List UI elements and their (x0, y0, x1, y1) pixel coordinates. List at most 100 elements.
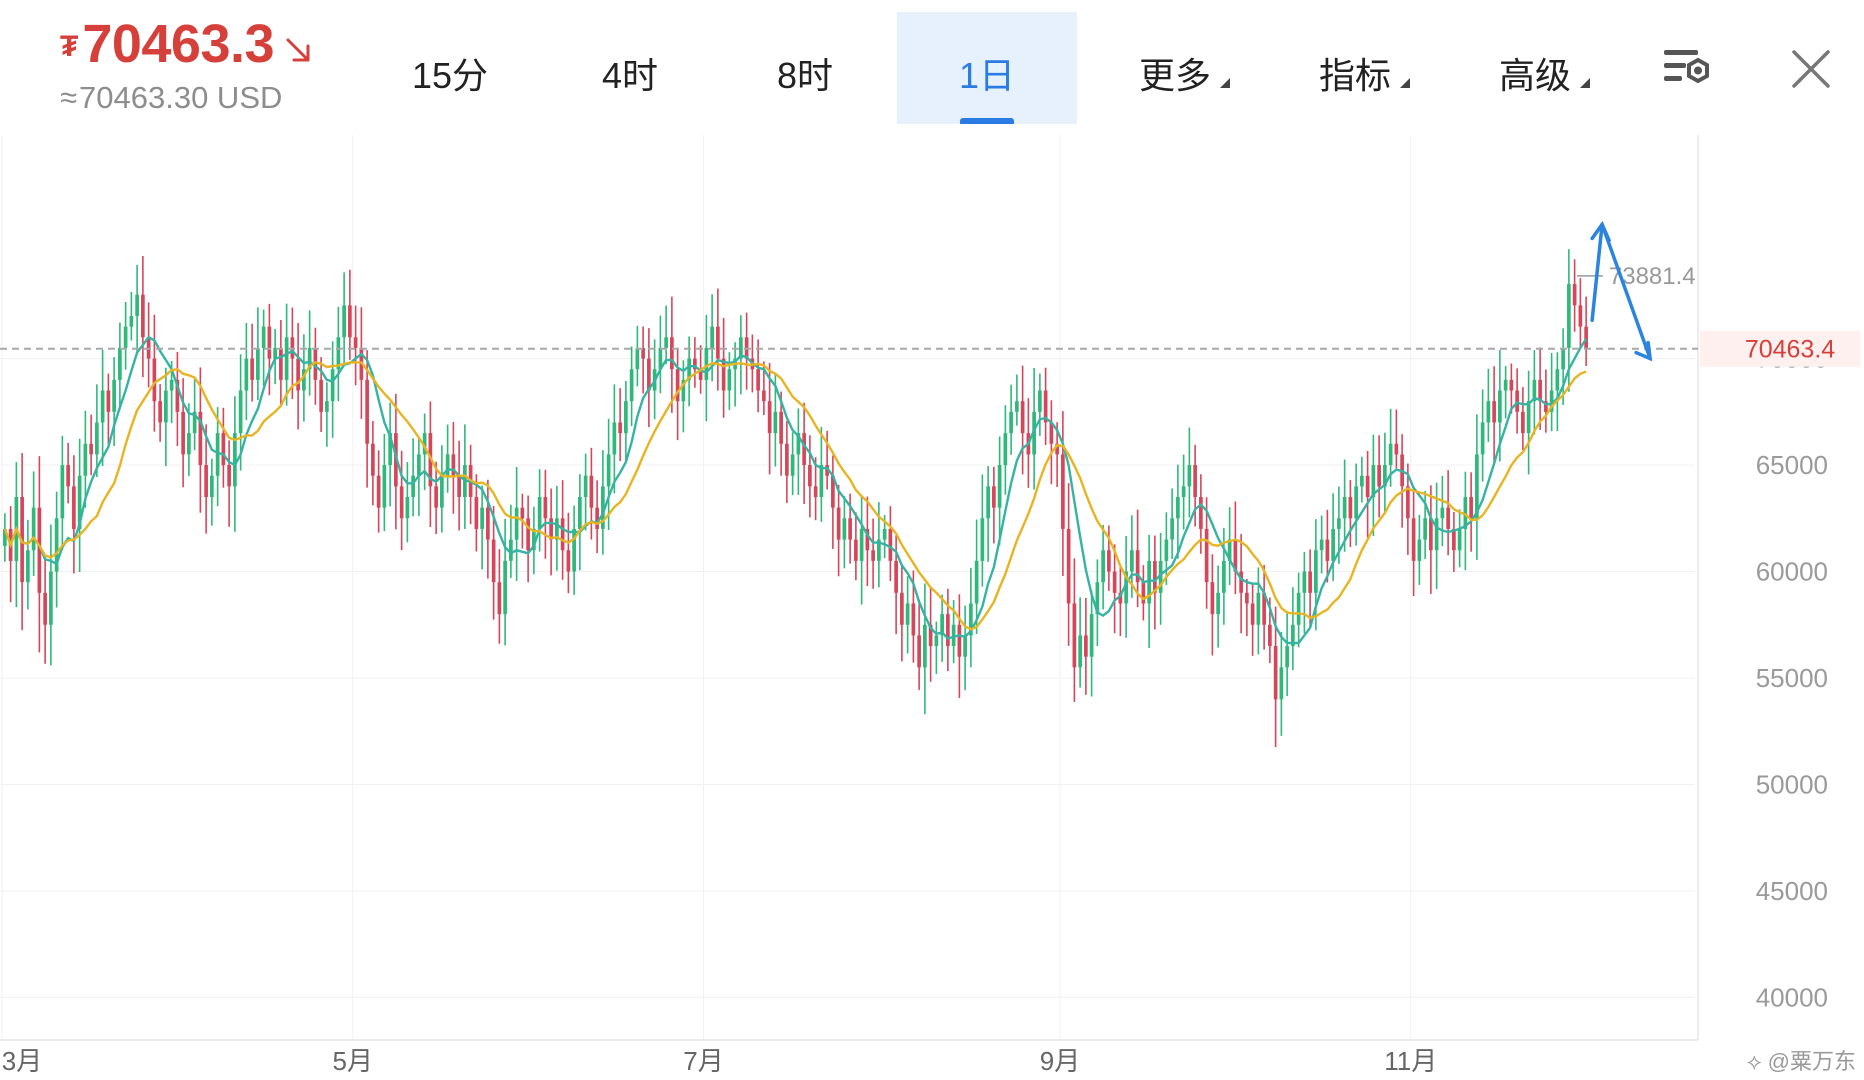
tab-indicators[interactable]: 指标 (1270, 12, 1440, 124)
candle-body (1273, 646, 1278, 700)
candle-body (865, 528, 870, 551)
candle-body (279, 347, 283, 380)
candle-body (1049, 422, 1054, 444)
candle-body (1515, 390, 1519, 412)
candle-body (434, 486, 438, 508)
candle-body (319, 379, 323, 412)
y-tick-label: 60000 (1756, 557, 1828, 587)
candle-body (727, 369, 732, 391)
candle-body (83, 443, 88, 476)
candle-body (1526, 401, 1531, 434)
candle-body (72, 486, 76, 529)
candle-body (710, 326, 714, 348)
candle-body (888, 528, 893, 561)
watermark-text: @粟万东 (1767, 1049, 1856, 1074)
tab-label: 更多 (1138, 55, 1211, 96)
candle-body (698, 369, 703, 380)
candle-body (1158, 560, 1163, 593)
x-tick-label: 5月 (333, 1046, 373, 1076)
candle-body (307, 347, 312, 370)
candle-body (825, 465, 829, 476)
candle-body (1480, 422, 1485, 455)
candle-body (1423, 518, 1427, 540)
candle-body (238, 390, 243, 434)
tab-advanced[interactable]: 高级 (1450, 12, 1620, 124)
candle-body (721, 358, 726, 391)
candle-body (1544, 401, 1548, 412)
candle-body (1210, 582, 1215, 615)
candle-body (1532, 379, 1537, 402)
candle-body (808, 465, 812, 487)
candle-body (871, 550, 875, 561)
candle-body (1239, 571, 1243, 593)
tab-1d[interactable]: 1日 (897, 12, 1077, 124)
candle-body (1285, 646, 1289, 668)
candle-body (1308, 571, 1312, 593)
candle-body (118, 347, 122, 380)
chart-settings-button[interactable] (1660, 44, 1716, 97)
candle-body (664, 337, 668, 348)
candle-body (992, 486, 996, 508)
candle-body (739, 337, 743, 359)
candle-body (100, 390, 105, 423)
candle-body (1135, 550, 1140, 583)
candle-body (233, 433, 237, 487)
candle-body (445, 454, 450, 476)
candle-body (762, 390, 766, 402)
tab-8h[interactable]: 8时 (730, 12, 880, 124)
close-button[interactable] (1790, 48, 1832, 95)
candle-body (261, 326, 266, 348)
candle-body (198, 411, 203, 466)
candle-body (790, 454, 795, 476)
candle-body (1095, 582, 1100, 615)
candle-body (26, 550, 30, 583)
candle-body (1457, 528, 1462, 551)
candle-body (353, 337, 358, 348)
x-tick-label: 11月 (1384, 1046, 1437, 1076)
candle-body (1141, 582, 1146, 604)
candle-body (1089, 614, 1094, 657)
candle-body (618, 422, 622, 434)
candle-body (89, 443, 93, 455)
candle-body (848, 518, 852, 540)
candle-body (3, 528, 7, 546)
candle-body (911, 603, 916, 636)
moving-average-fast-line (3, 335, 1588, 645)
caret-down-icon (1580, 78, 1590, 88)
tab-15m[interactable]: 15分 (375, 12, 525, 124)
candle-body (348, 305, 352, 338)
candle-body (1187, 465, 1192, 487)
candle-body (1164, 539, 1169, 561)
candle-body (894, 560, 898, 593)
candle-body (1434, 518, 1439, 551)
moving-average-slow-line (3, 361, 1587, 631)
candle-body (486, 507, 490, 540)
candle-body (963, 635, 967, 657)
arrow-down-right-icon (286, 38, 310, 62)
candle-body (382, 465, 387, 508)
candle-body (1486, 401, 1491, 423)
candle-body (1578, 305, 1583, 327)
candle-body (1354, 486, 1358, 519)
tab-4h[interactable]: 4时 (555, 12, 705, 124)
candle-body (658, 347, 663, 370)
candle-body (509, 539, 513, 561)
candle-body (1342, 497, 1347, 519)
candle-body (1204, 528, 1209, 583)
candle-body (250, 358, 254, 380)
price-value: 70463.3 (82, 14, 275, 74)
candlestick-chart[interactable]: 400004500050000550006000065000700003月5月7… (0, 135, 1864, 1080)
candle-body (221, 433, 226, 466)
candle-body (158, 401, 162, 423)
active-tab-indicator (960, 118, 1014, 124)
candle-body (957, 624, 962, 657)
candle-body (1348, 497, 1353, 519)
candle-body (1296, 592, 1301, 625)
tab-more[interactable]: 更多 (1090, 12, 1260, 124)
candle-body (1572, 284, 1577, 306)
candle-body (376, 475, 381, 508)
candle-body (601, 486, 605, 529)
candle-body (773, 411, 778, 434)
x-tick-label: 7月 (683, 1046, 723, 1076)
candle-body (951, 624, 956, 647)
